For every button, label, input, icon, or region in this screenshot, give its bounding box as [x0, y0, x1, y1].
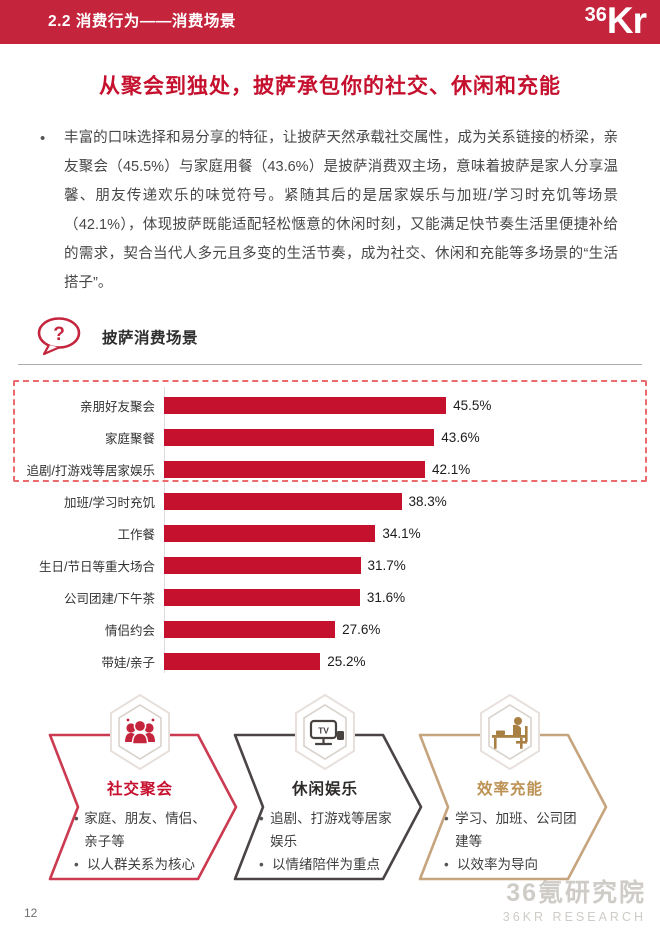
chart-row: 带娃/亲子 25.2%	[12, 645, 648, 677]
chart-value-label: 43.6%	[441, 429, 480, 445]
chevron-border-gold	[418, 733, 608, 881]
chart-bar	[164, 620, 336, 638]
card-bullet: • 以效率为导向	[444, 854, 582, 877]
summary-paragraph: • 丰富的口味选择和易分享的特征，让披萨天然承载社交属性，成为关系链接的桥梁，亲…	[40, 124, 618, 298]
page-title: 从聚会到独处，披萨承包你的社交、休闲和充能	[99, 75, 561, 98]
chevron-border-red	[48, 733, 238, 881]
card-bullet-text: 学习、加班、公司团建等	[455, 811, 577, 849]
paragraph-bullet: •	[40, 130, 46, 147]
chart-row: 亲朋好友聚会 45.5%	[12, 389, 648, 421]
chart-value-label: 25.2%	[327, 653, 366, 669]
card-bullet: • 以情绪陪伴为重点	[259, 854, 397, 877]
chart-category-label: 家庭聚餐	[104, 431, 155, 446]
chart-value-label: 42.1%	[432, 461, 471, 477]
chart-value-label: 45.5%	[453, 397, 492, 413]
svg-text:?: ?	[53, 324, 65, 345]
tv-icon: TV	[295, 694, 355, 770]
watermark: 36氪研究院 36KR RESEARCH	[503, 873, 646, 924]
card-bullet-text: 以人群关系为核心	[87, 856, 195, 872]
chart-category-label: 加班/学习时充饥	[64, 495, 155, 510]
card-bullet: • 学习、加班、公司团建等	[444, 808, 582, 854]
chart-bar	[164, 524, 376, 542]
card-title: 社交聚会	[106, 781, 173, 798]
chart-bar	[164, 652, 321, 670]
chart-category-label: 生日/节日等重大场合	[39, 559, 155, 574]
chart-bar	[164, 492, 402, 510]
chart-category-label: 公司团建/下午茶	[64, 591, 155, 606]
bullet-dot: •	[444, 856, 449, 872]
chart-value-label: 27.6%	[342, 621, 381, 637]
bullet-dot: •	[74, 811, 79, 826]
chart-category-label: 工作餐	[117, 527, 155, 542]
card-bullet-text: 以效率为导向	[457, 856, 538, 872]
card-title: 效率充能	[476, 781, 543, 798]
card-leisure-entertainment: TV 休闲娱乐 • 追剧、打游戏等居家娱乐 • 以情绪陪伴为重点	[225, 694, 425, 883]
chart-value-label: 34.1%	[382, 525, 421, 541]
chart-bar	[164, 428, 435, 446]
chart-category-label: 带娃/亲子	[101, 655, 155, 670]
card-bullet: • 家庭、朋友、情侣、亲子等	[74, 808, 212, 854]
page-number: 12	[24, 906, 38, 920]
watermark-en: 36KR RESEARCH	[502, 910, 646, 924]
paragraph-text: 丰富的口味选择和易分享的特征，让披萨天然承载社交属性，成为关系链接的桥梁，亲友聚…	[64, 130, 618, 291]
chart-value-label: 38.3%	[408, 493, 447, 509]
chart-bar	[164, 556, 361, 574]
chart-category-label: 情侣约会	[104, 623, 155, 638]
chart-row: 生日/节日等重大场合 31.7%	[12, 549, 648, 581]
chart-bar	[164, 588, 360, 606]
svg-text:TV: TV	[318, 726, 329, 736]
header-title: 2.2 消费行为——消费场景	[48, 13, 236, 30]
desk-study-icon	[480, 694, 540, 770]
bar-chart: 亲朋好友聚会 45.5% 家庭聚餐 43.6% 追剧/打游戏等居家娱乐 42.1% 加班/学…	[12, 379, 648, 677]
36kr-logo: 36 Kr	[584, 0, 647, 41]
bullet-dot: •	[259, 856, 264, 872]
watermark-cn: 36氪研究院	[506, 879, 646, 907]
card-bullet-text: 以情绪陪伴为重点	[272, 856, 380, 872]
card-bullet: • 追剧、打游戏等居家娱乐	[259, 808, 397, 854]
chart-category-label: 亲朋好友聚会	[79, 399, 155, 414]
chart-bar	[164, 460, 425, 478]
chart-bar	[164, 396, 447, 414]
chevron-border-dark	[233, 733, 423, 881]
section-header: ? 披萨消费场景	[36, 316, 660, 358]
bullet-dot: •	[444, 811, 449, 826]
card-efficiency-recharge: 效率充能 • 学习、加班、公司团建等 • 以效率为导向	[410, 694, 610, 883]
chart-value-label: 31.7%	[367, 557, 406, 573]
card-bullet: • 以人群关系为核心	[74, 854, 212, 877]
question-bubble-icon: ?	[37, 317, 81, 356]
chart-value-label: 31.6%	[366, 589, 406, 605]
section-label: 披萨消费场景	[102, 330, 199, 347]
chart-row: 工作餐 34.1%	[12, 517, 648, 549]
header-bar: 2.2 消费行为——消费场景 36 Kr	[0, 0, 660, 44]
section-divider	[18, 364, 642, 365]
chart-row: 家庭聚餐 43.6%	[12, 421, 648, 453]
card-bullet-text: 追剧、打游戏等居家娱乐	[270, 811, 392, 849]
chart-row: 追剧/打游戏等居家娱乐 42.1%	[12, 453, 648, 485]
scenario-cards: 社交聚会 • 家庭、朋友、情侣、亲子等 • 以人群关系为核心 TV 休闲娱乐 • 追剧…	[40, 694, 660, 883]
chart-row: 加班/学习时充饥 38.3%	[12, 485, 648, 517]
bullet-dot: •	[259, 811, 264, 826]
logo-36-text: 36	[584, 4, 607, 26]
logo-kr-text: Kr	[606, 0, 647, 41]
chart-row: 公司团建/下午茶 31.6%	[12, 581, 648, 613]
card-title: 休闲娱乐	[291, 781, 358, 798]
chart-row: 情侣约会 27.6%	[12, 613, 648, 645]
chart-category-label: 追剧/打游戏等居家娱乐	[26, 463, 155, 478]
card-social-gathering: 社交聚会 • 家庭、朋友、情侣、亲子等 • 以人群关系为核心	[40, 694, 240, 883]
card-bullet-text: 家庭、朋友、情侣、亲子等	[84, 811, 206, 849]
people-group-icon	[110, 694, 170, 770]
bullet-dot: •	[74, 856, 79, 872]
